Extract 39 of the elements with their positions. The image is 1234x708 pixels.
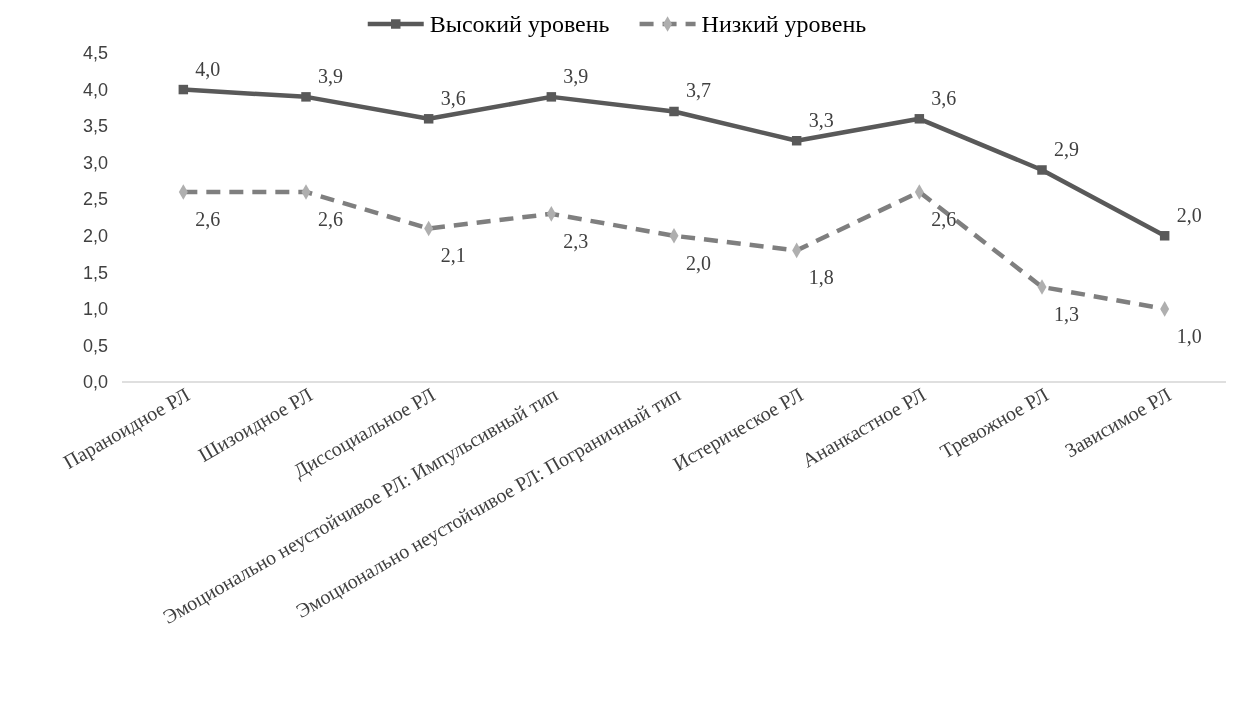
y-tick-label: 3,0: [82, 152, 108, 173]
data-label: 3,6: [440, 86, 466, 109]
data-label: 2,0: [686, 251, 711, 274]
point: [423, 114, 434, 124]
data-label: 3,3: [808, 108, 834, 131]
y-tick-label: 3,5: [82, 116, 108, 137]
data-label: 2,6: [318, 207, 343, 230]
point: [669, 106, 679, 117]
y-tick-label: 1,5: [82, 262, 108, 283]
y-tick-label: 2,5: [82, 189, 108, 210]
data-label: 2,0: [1176, 203, 1202, 226]
point: [791, 135, 802, 146]
point: [914, 114, 925, 124]
point: [546, 92, 557, 102]
y-tick-label: 0,5: [82, 335, 108, 356]
data-label: 1,3: [1054, 302, 1079, 325]
y-tick-label: 4,0: [82, 79, 108, 100]
point: [301, 92, 311, 102]
data-label: 2,6: [195, 207, 221, 230]
data-label: 2,3: [563, 229, 589, 252]
y-tick-label: 4,5: [82, 43, 108, 64]
y-tick-label: 2,0: [82, 226, 108, 247]
data-label: 2,1: [440, 244, 466, 267]
data-label: 4,0: [195, 57, 221, 80]
legend-label: Низкий уровень: [701, 11, 867, 37]
data-label: 2,9: [1054, 137, 1079, 160]
data-label: 3,7: [686, 79, 711, 102]
data-label: 1,8: [808, 266, 834, 289]
data-label: 3,9: [563, 64, 589, 87]
point: [178, 84, 189, 95]
legend-label: Высокий уровень: [429, 11, 610, 37]
point: [1037, 165, 1047, 175]
data-label: 3,9: [318, 64, 343, 87]
data-label: 3,6: [931, 86, 957, 109]
y-tick-label: 0,0: [82, 372, 108, 393]
point: [1159, 231, 1170, 241]
data-label: 2,6: [931, 207, 957, 230]
y-tick-label: 1,0: [82, 299, 108, 320]
data-label: 1,0: [1176, 324, 1202, 347]
